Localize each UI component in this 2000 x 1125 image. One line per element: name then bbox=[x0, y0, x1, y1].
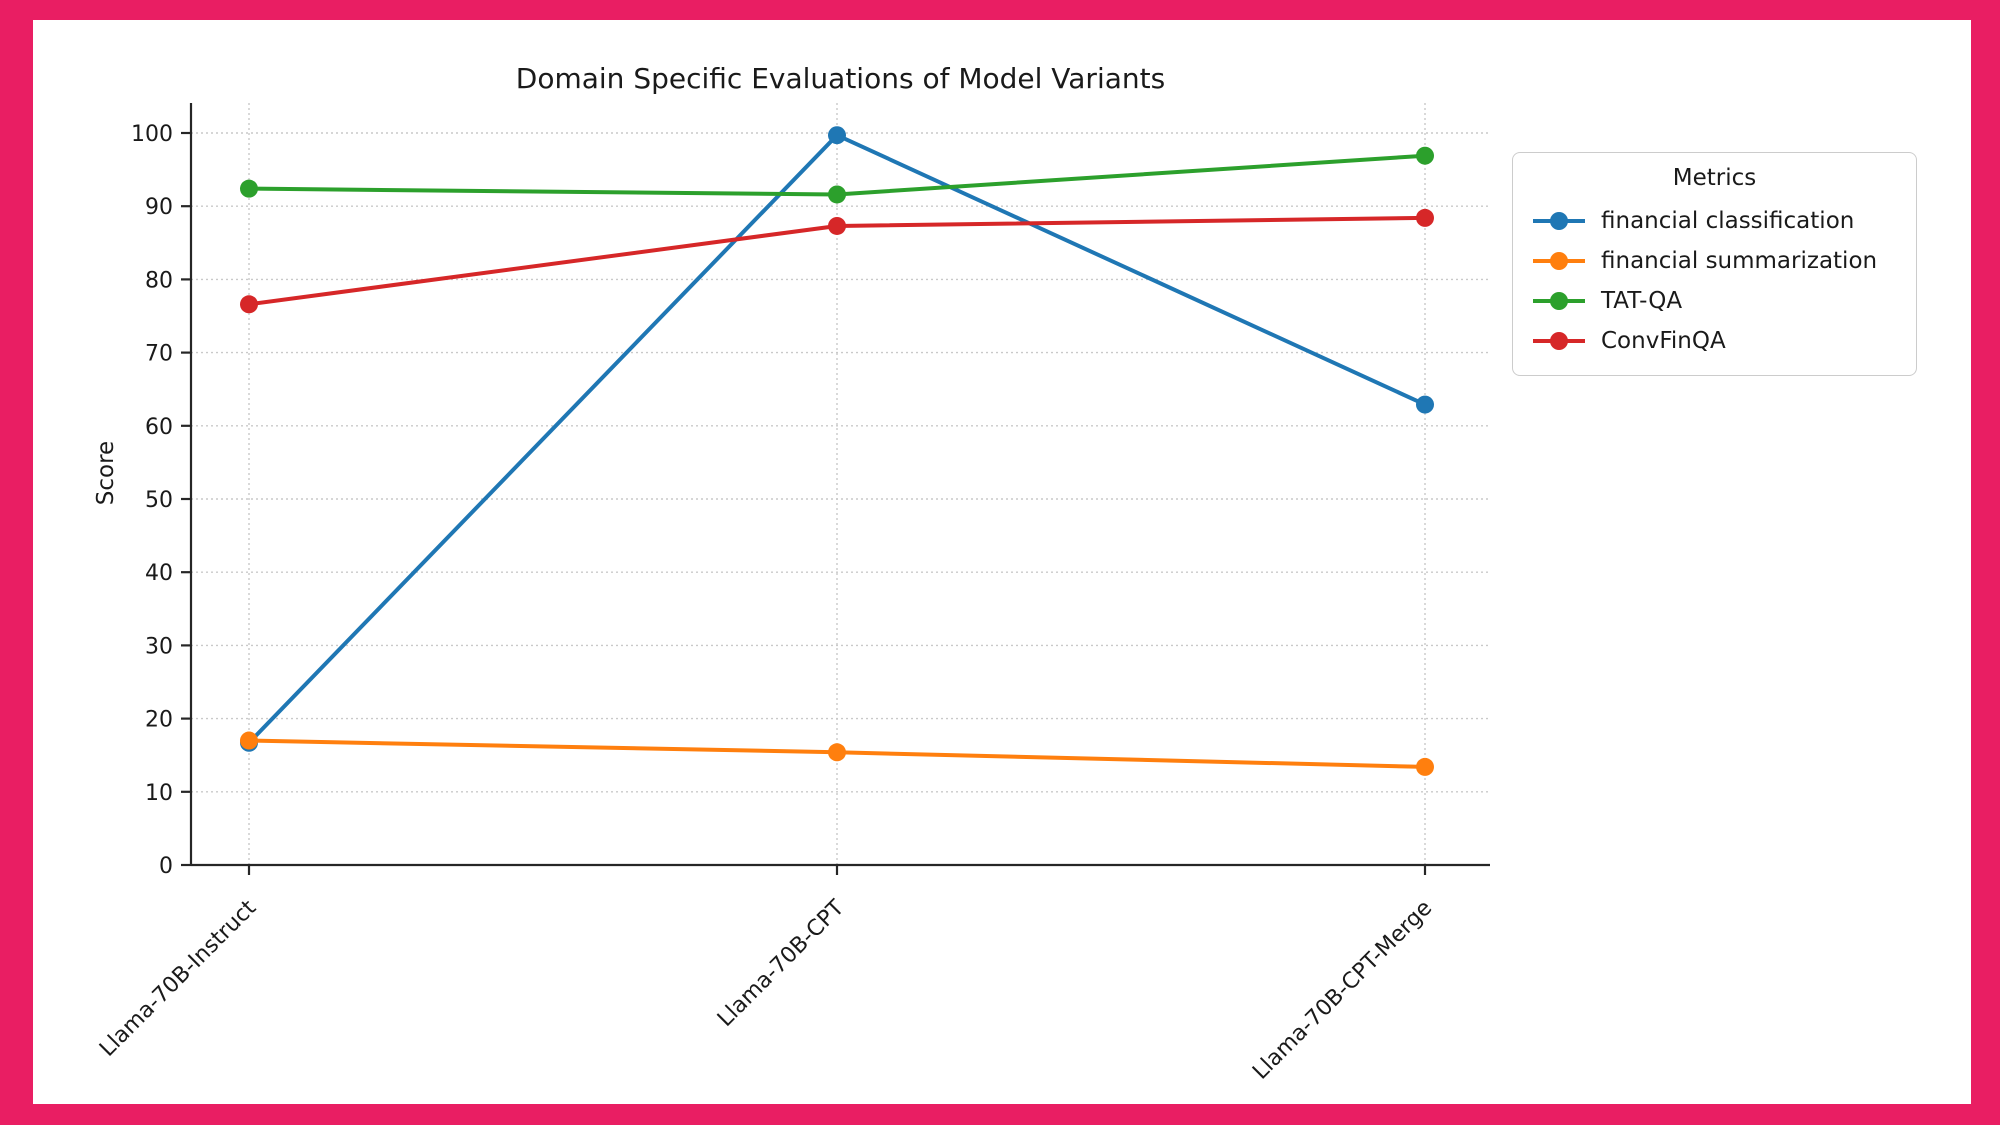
legend-entry: ConvFinQA bbox=[1531, 321, 1898, 361]
data-point-marker bbox=[1416, 146, 1434, 165]
y-tick-label: 90 bbox=[145, 195, 173, 220]
data-point-marker bbox=[828, 126, 846, 145]
data-point-marker bbox=[1416, 757, 1434, 776]
legend-entry-label: ConvFinQA bbox=[1601, 328, 1726, 354]
y-tick-label: 0 bbox=[159, 854, 173, 879]
legend-entry-label: financial summarization bbox=[1601, 248, 1878, 274]
legend-marker-icon bbox=[1533, 252, 1585, 270]
chart-title: Domain Specific Evaluations of Model Var… bbox=[515, 62, 1166, 95]
legend-entries: financial classification financial summar… bbox=[1531, 201, 1898, 361]
y-tick-label: 60 bbox=[145, 415, 173, 440]
legend: Metrics financial classification financia… bbox=[1512, 152, 1917, 376]
x-tick-label: Llama-70B-CPT bbox=[713, 895, 850, 1032]
chart-canvas: Domain Specific Evaluations of Model Var… bbox=[33, 20, 1971, 1104]
legend-entry: financial classification bbox=[1531, 201, 1898, 241]
data-point-marker bbox=[1416, 395, 1434, 414]
data-point-marker bbox=[240, 295, 258, 314]
data-point-marker bbox=[240, 731, 258, 750]
y-tick-label: 30 bbox=[145, 634, 173, 659]
legend-marker-icon bbox=[1533, 332, 1585, 350]
x-tick-label: Llama-70B-CPT-Merge bbox=[1248, 896, 1437, 1085]
legend-entry: TAT-QA bbox=[1531, 281, 1898, 321]
legend-entry-label: financial classification bbox=[1601, 208, 1855, 234]
y-tick-label: 20 bbox=[145, 708, 173, 733]
data-point-marker bbox=[828, 216, 846, 235]
legend-title: Metrics bbox=[1672, 165, 1757, 191]
x-tick-label: Llama-70B-Instruct bbox=[95, 895, 261, 1061]
y-tick-label: 100 bbox=[131, 122, 173, 147]
legend-entry-label: TAT-QA bbox=[1601, 288, 1683, 314]
data-point-marker bbox=[240, 179, 258, 198]
data-point-marker bbox=[828, 743, 846, 762]
data-point-marker bbox=[1416, 208, 1434, 227]
y-tick-label: 70 bbox=[145, 342, 173, 367]
chart-plot-area: 0 10 20 30 40 50 60 70 80 90 100 Llama-70B-Instruct… bbox=[95, 103, 1490, 1085]
legend-marker-icon bbox=[1533, 212, 1585, 230]
legend-marker-icon bbox=[1533, 292, 1585, 310]
legend-entry: financial summarization bbox=[1531, 241, 1898, 281]
y-tick-label: 10 bbox=[145, 781, 173, 806]
y-tick-label: 80 bbox=[145, 268, 173, 293]
y-tick-label: 40 bbox=[145, 561, 173, 586]
y-tick-label: 50 bbox=[145, 488, 173, 513]
data-point-marker bbox=[828, 185, 846, 204]
